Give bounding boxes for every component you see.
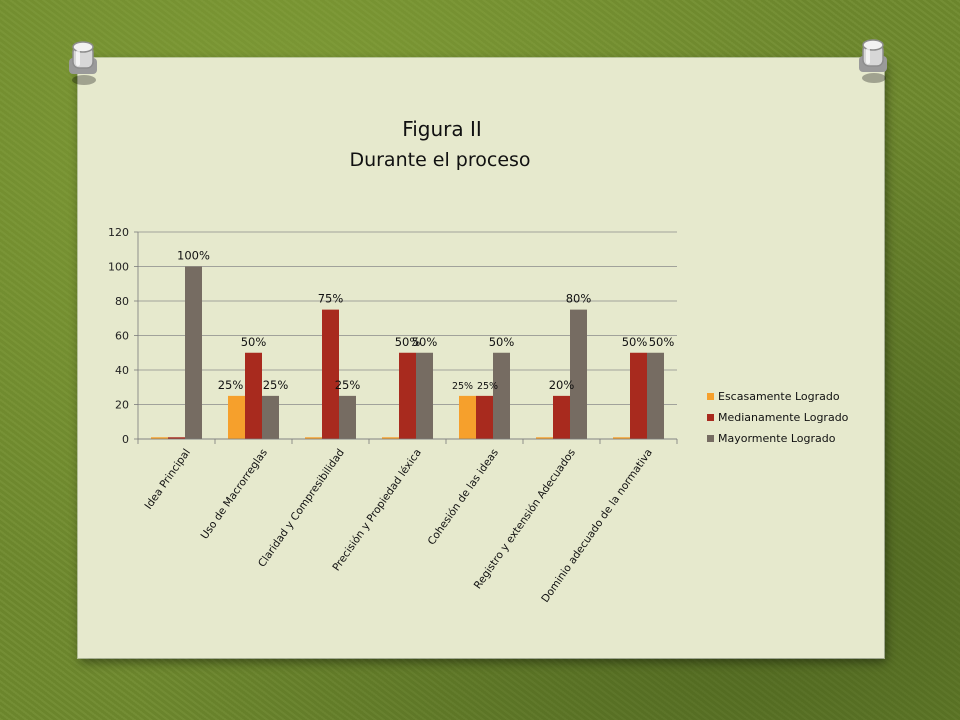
- bar: [630, 352, 647, 439]
- data-label: 25%: [218, 378, 244, 392]
- bar: [553, 395, 570, 439]
- x-tick-label: Idea Principal: [143, 447, 193, 512]
- data-label: 100%: [177, 249, 210, 263]
- x-tick-label: Precisión y Propiedad léxica: [330, 447, 424, 574]
- y-axis: 0 20 40 60 80 100 120: [108, 226, 139, 446]
- bar: [339, 395, 356, 439]
- y-tick-label: 120: [108, 226, 129, 239]
- bar: [262, 395, 279, 439]
- y-tick-label: 60: [115, 330, 129, 343]
- bar: [399, 352, 416, 439]
- data-label: 50%: [649, 335, 675, 349]
- y-tick-label: 40: [115, 364, 129, 377]
- bar: [536, 437, 553, 439]
- pushpin-icon: [859, 39, 887, 83]
- data-label: 50%: [395, 335, 421, 349]
- x-axis: Idea Principal Uso de MacrorreglasClarida…: [137, 438, 678, 605]
- legend-label: Medianamente Logrado: [718, 411, 849, 424]
- data-label: 50%: [241, 335, 267, 349]
- bar: [459, 395, 476, 439]
- bar: [416, 352, 433, 439]
- bar: [647, 352, 664, 439]
- pushpin-icon: [69, 41, 97, 85]
- data-label: 75%: [318, 292, 344, 306]
- y-tick-label: 20: [115, 399, 129, 412]
- data-label: 20%: [549, 378, 575, 392]
- x-tick-label: Claridad y Compresibilidad: [256, 447, 347, 570]
- bar: [613, 437, 630, 439]
- bar: [382, 437, 399, 439]
- bar: [493, 352, 510, 439]
- bar: [185, 266, 202, 439]
- bar: [151, 437, 168, 439]
- legend-swatch: [707, 414, 714, 421]
- bar: [476, 395, 493, 439]
- data-label: 50%: [489, 335, 515, 349]
- bar: [305, 437, 322, 439]
- bar: [570, 309, 587, 439]
- data-label: 50%: [412, 335, 438, 349]
- data-label: 25%: [335, 378, 361, 392]
- bar: [228, 395, 245, 439]
- bar: [168, 437, 185, 439]
- x-tick-label: Cohesión de las ideas: [426, 447, 501, 547]
- legend-swatch: [707, 393, 714, 400]
- data-label: 25%: [263, 378, 289, 392]
- chart-subtitle: Durante el proceso: [349, 149, 530, 171]
- slide-card: [78, 58, 884, 658]
- chart-legend: Escasamente Logrado Medianamente Logrado M…: [707, 390, 849, 445]
- data-label: 25%: [477, 381, 498, 392]
- x-tick-label: Uso de Macrorreglas: [199, 447, 270, 542]
- legend-swatch: [707, 435, 714, 442]
- data-labels: 25% 25%50%75%50%25% 20%50%100%25% 25%50% 50%…: [177, 249, 674, 392]
- y-tick-label: 80: [115, 295, 129, 308]
- y-tick-label: 0: [122, 433, 129, 446]
- y-tick-label: 100: [108, 261, 129, 274]
- data-label: 50%: [622, 335, 648, 349]
- legend-label: Mayormente Logrado: [718, 432, 836, 445]
- bar: [245, 352, 262, 439]
- chart-title: Figura II: [402, 117, 482, 141]
- legend-label: Escasamente Logrado: [718, 390, 840, 403]
- bar: [322, 309, 339, 439]
- data-label: 25%: [452, 381, 473, 392]
- chart-bars: [151, 266, 664, 439]
- data-label: 80%: [566, 292, 592, 306]
